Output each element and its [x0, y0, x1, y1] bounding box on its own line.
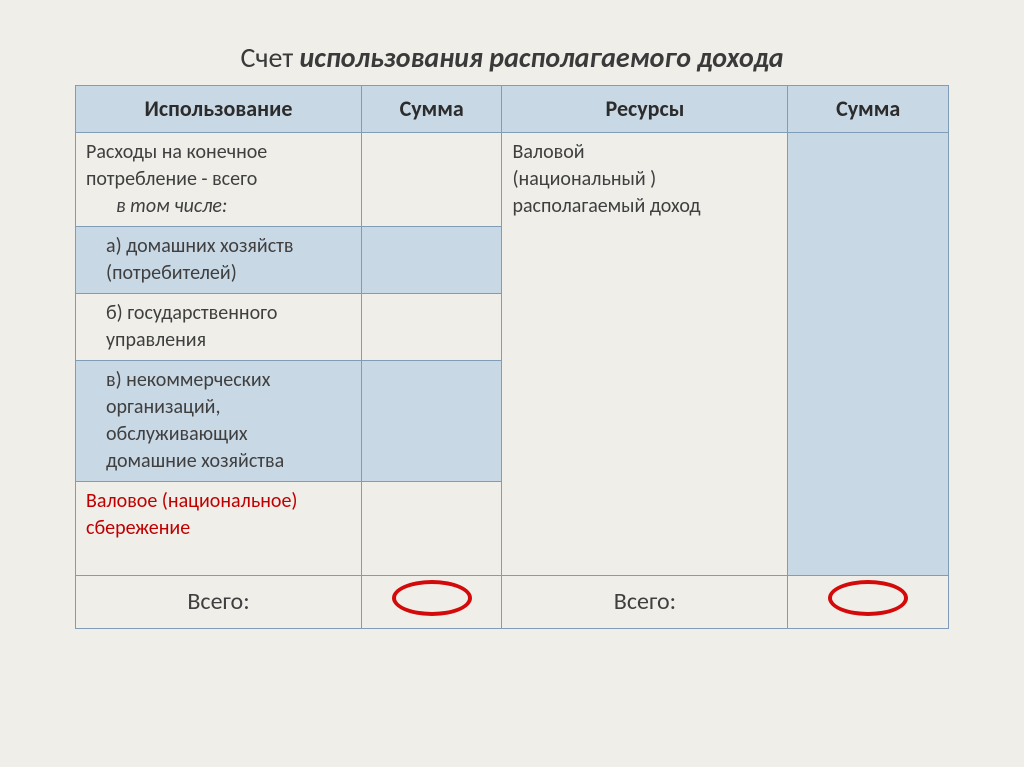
cell-text: Валовое (национальное) [86, 489, 297, 513]
usage-households: а) домашних хозяйств (потребителей) [76, 226, 362, 293]
sum-cell [361, 481, 501, 575]
cell-text: Валовой [512, 140, 584, 164]
total-left-label: Всего: [76, 575, 362, 628]
cell-text: обслуживающих [106, 422, 248, 446]
sum-cell [361, 132, 501, 226]
usage-total-consumption: Расходы на конечное потребление - всего … [76, 132, 362, 226]
annotation-ellipse-icon [828, 580, 908, 616]
title-prefix: Счет [240, 40, 299, 75]
cell-text: б) государственного [106, 301, 277, 325]
slide-title: Счет использования располагаемого дохода [75, 40, 949, 75]
usage-nonprofit: в) некоммерческих организаций, обслужива… [76, 360, 362, 481]
table-header-row: Использование Сумма Ресурсы Сумма [76, 86, 949, 133]
cell-text: организаций, [106, 395, 220, 419]
total-left-sum [361, 575, 501, 628]
cell-text: в том числе: [86, 194, 227, 218]
sum-cell [361, 226, 501, 293]
sum-cell [361, 293, 501, 360]
title-italic: использования располагаемого дохода [300, 40, 784, 75]
header-sum-left: Сумма [361, 86, 501, 133]
table-total-row: Всего: Всего: [76, 575, 949, 628]
sum-cell [361, 360, 501, 481]
total-right-label: Всего: [502, 575, 788, 628]
cell-text: располагаемый доход [512, 194, 700, 218]
header-resources: Ресурсы [502, 86, 788, 133]
cell-text: сбережение [86, 516, 190, 540]
cell-text: домашние хозяйства [106, 449, 284, 473]
header-usage: Использование [76, 86, 362, 133]
cell-text: а) домашних хозяйств [106, 234, 293, 258]
total-right-sum [788, 575, 949, 628]
cell-text: Расходы на конечное [86, 140, 267, 164]
header-sum-right: Сумма [788, 86, 949, 133]
table-row: Расходы на конечное потребление - всего … [76, 132, 949, 226]
annotation-ellipse-icon [392, 580, 472, 616]
slide: Счет использования располагаемого дохода… [0, 0, 1024, 629]
cell-text: управления [106, 328, 206, 352]
usage-savings: Валовое (национальное) сбережение [76, 481, 362, 575]
usage-government: б) государственного управления [76, 293, 362, 360]
resources-cell: Валовой (национальный ) располагаемый до… [502, 132, 788, 575]
cell-text: в) некоммерческих [106, 368, 270, 392]
cell-text: потребление - всего [86, 167, 257, 191]
cell-text: (потребителей) [106, 261, 237, 285]
cell-text: (национальный ) [512, 167, 656, 191]
income-table: Использование Сумма Ресурсы Сумма Расход… [75, 85, 949, 629]
sum-resources-cell [788, 132, 949, 575]
